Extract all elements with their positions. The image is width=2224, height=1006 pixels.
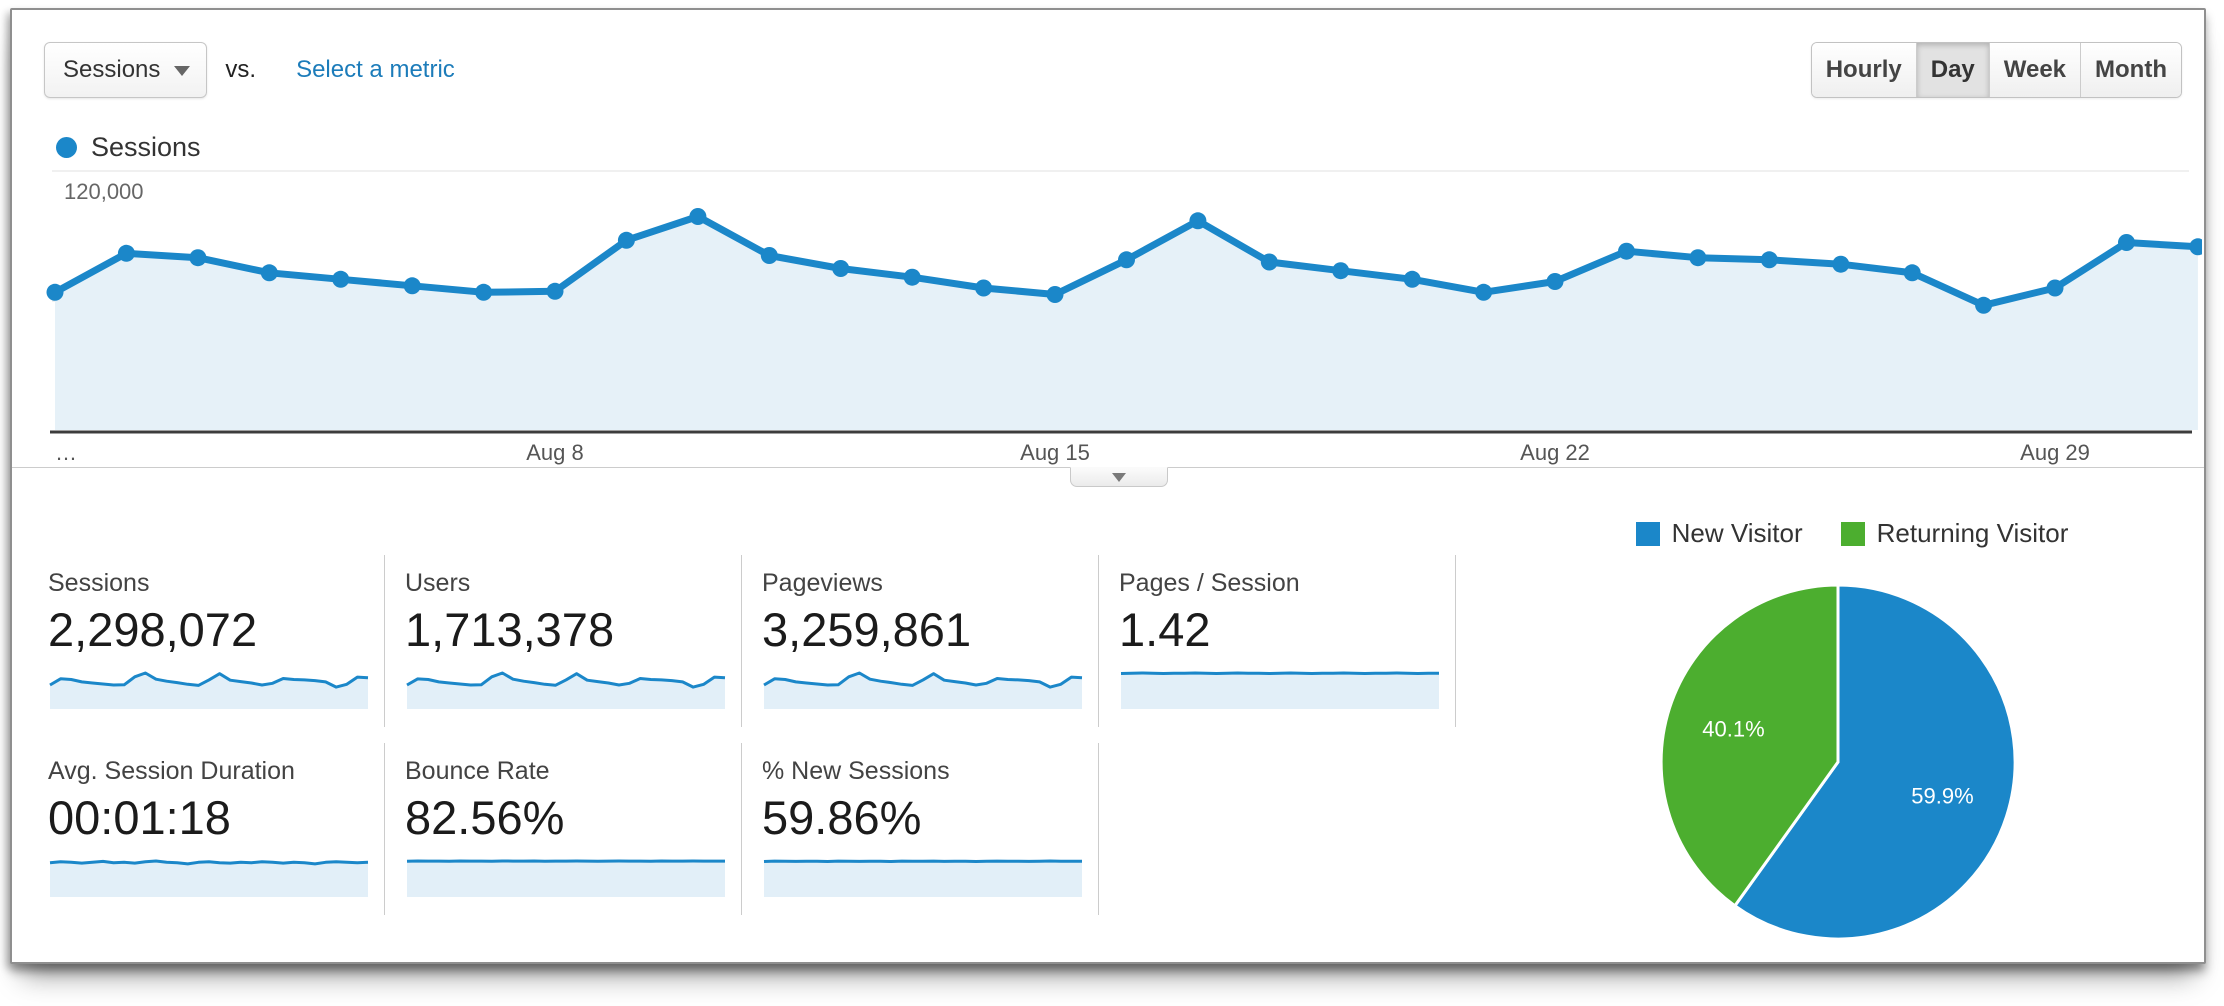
data-point-marker[interactable]: [46, 283, 64, 301]
data-point-marker[interactable]: [475, 283, 493, 301]
data-point-marker[interactable]: [1046, 286, 1064, 303]
scorecard-value: 3,259,861: [762, 603, 972, 656]
metric-sparkline: [763, 671, 1083, 709]
scorecard-label: Pageviews: [762, 569, 883, 597]
metric-sparkline: [49, 671, 369, 709]
data-point-marker[interactable]: [117, 244, 135, 262]
data-point-marker[interactable]: [689, 208, 707, 225]
scorecard-pages-session[interactable]: Pages / Session 1.42: [1099, 555, 1456, 727]
scorecard-label: Users: [405, 569, 471, 597]
data-point-marker[interactable]: [1832, 255, 1850, 273]
data-point-marker[interactable]: [975, 279, 993, 297]
pie-legend-label: Returning Visitor: [1876, 518, 2069, 548]
metric-selector-label: Sessions: [63, 56, 161, 83]
x-axis-label: Aug 15: [1020, 440, 1090, 465]
metric-selector-button[interactable]: Sessions: [44, 42, 208, 98]
scorecard-pageviews[interactable]: Pageviews 3,259,861: [742, 555, 1099, 727]
scorecard-value: 2,298,072: [48, 603, 258, 656]
granularity-button-hourly[interactable]: Hourly: [1811, 43, 1916, 97]
pie-legend: New Visitor Returning Visitor: [1572, 518, 2132, 549]
legend-square-icon: [1635, 521, 1660, 546]
data-point-marker[interactable]: [1546, 273, 1564, 290]
scorecard-value: 1,713,378: [405, 603, 615, 656]
pie-slice-returning-visitor[interactable]: [1659, 583, 1840, 908]
metric-sparkline: [406, 859, 725, 897]
chart-legend-label: Sessions: [91, 132, 201, 162]
data-point-marker[interactable]: [332, 270, 350, 288]
chart-legend: Sessions: [56, 132, 201, 163]
data-point-marker[interactable]: [1903, 264, 1921, 282]
select-a-metric-link[interactable]: Select a metric: [296, 56, 455, 83]
pie-legend-item-new-visitor: New Visitor: [1635, 518, 1803, 549]
x-axis-label: Aug 8: [526, 440, 584, 465]
legend-dot-icon: [56, 137, 77, 158]
scorecard-value: 59.86%: [762, 791, 922, 844]
pie-slice-percentage: 59.9%: [1911, 784, 1973, 809]
data-point-marker[interactable]: [760, 247, 778, 264]
granularity-button-week[interactable]: Week: [1988, 43, 2081, 97]
data-point-marker[interactable]: [189, 249, 207, 267]
scorecard-users[interactable]: Users 1,713,378: [385, 555, 742, 727]
analytics-overview-panel: Sessions vs. Select a metric Hourly Day We…: [10, 8, 2206, 964]
data-point-marker[interactable]: [2046, 279, 2064, 297]
x-axis-label: Aug 29: [2020, 440, 2090, 465]
granularity-button-day[interactable]: Day: [1915, 43, 1989, 97]
pie-legend-label: New Visitor: [1671, 518, 1803, 548]
chart-collapse-handle[interactable]: [1070, 467, 1168, 487]
scorecard-label: Bounce Rate: [405, 757, 550, 785]
metric-sparkline: [406, 671, 726, 709]
data-point-marker[interactable]: [546, 282, 564, 300]
data-point-marker[interactable]: [832, 260, 850, 277]
data-point-marker[interactable]: [1618, 242, 1635, 260]
data-point-marker[interactable]: [1118, 251, 1135, 269]
data-point-marker[interactable]: [2118, 234, 2135, 251]
granularity-button-month[interactable]: Month: [2080, 43, 2181, 97]
scorecard-value: 82.56%: [405, 791, 565, 844]
legend-square-icon: [1840, 521, 1865, 546]
scorecard-avg-session-duration[interactable]: Avg. Session Duration 00:01:18: [28, 743, 385, 915]
scorecard-bounce-rate[interactable]: Bounce Rate 82.56%: [385, 743, 742, 915]
scorecard-sessions[interactable]: Sessions 2,298,072: [28, 555, 385, 727]
scorecard-label: Sessions: [48, 569, 150, 597]
metric-sparkline: [49, 859, 369, 897]
scorecard-row-1: Sessions 2,298,072 Users 1,713,378 Pageviews…: [28, 555, 1456, 727]
y-axis-label: 120,000: [64, 179, 144, 204]
sessions-area-fill: [55, 216, 2198, 430]
data-point-marker[interactable]: [1760, 251, 1778, 269]
pie-slice-percentage: 40.1%: [1702, 716, 1764, 741]
pie-legend-item-returning-visitor: Returning Visitor: [1840, 518, 2069, 549]
metric-sparkline: [763, 859, 1083, 897]
data-point-marker[interactable]: [1332, 262, 1350, 280]
data-point-marker[interactable]: [617, 231, 635, 249]
data-point-marker[interactable]: [1260, 253, 1278, 271]
chevron-down-icon: [174, 65, 191, 84]
data-point-marker[interactable]: [903, 268, 921, 286]
metric-sparkline: [1120, 671, 1439, 709]
data-point-marker[interactable]: [1189, 212, 1207, 230]
data-point-marker[interactable]: [1975, 296, 1993, 314]
scorecard-value: 00:01:18: [48, 791, 231, 844]
scorecard-value: 1.42: [1119, 603, 1211, 656]
data-point-marker[interactable]: [2189, 238, 2202, 256]
x-axis-label: …: [55, 440, 77, 465]
data-point-marker[interactable]: [1689, 249, 1707, 267]
data-point-marker[interactable]: [403, 277, 421, 295]
data-point-marker[interactable]: [1403, 270, 1421, 288]
scorecard-row-2: Avg. Session Duration 00:01:18 Bounce Rate…: [28, 743, 1099, 915]
pie-slice-new-visitor[interactable]: [1732, 583, 2017, 941]
scorecard-new-sessions[interactable]: % New Sessions 59.86%: [742, 743, 1099, 915]
visitor-type-pie-chart[interactable]: 59.9% 40.1%: [1642, 566, 2042, 964]
x-axis-label: Aug 22: [1520, 440, 1590, 465]
data-point-marker[interactable]: [1475, 283, 1493, 301]
vs-label: vs.: [225, 56, 257, 83]
data-point-marker[interactable]: [260, 264, 278, 282]
scorecard-label: % New Sessions: [762, 757, 950, 785]
granularity-control: Hourly Day Week Month: [1810, 42, 2182, 98]
scorecard-label: Pages / Session: [1119, 569, 1300, 597]
scorecard-label: Avg. Session Duration: [48, 757, 295, 785]
chart-toolbar: Sessions vs. Select a metric Hourly Day We…: [44, 42, 2182, 98]
collapse-arrow-icon: [1112, 473, 1126, 489]
